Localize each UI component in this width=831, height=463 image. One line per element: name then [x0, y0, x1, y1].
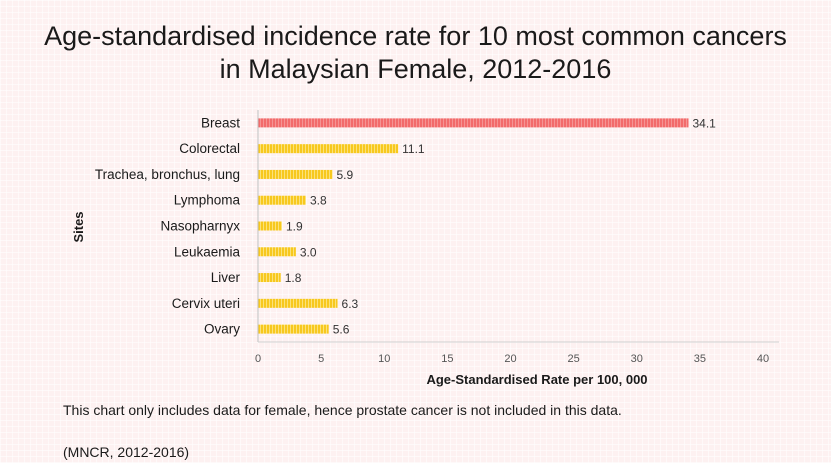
y-axis-title: Sites [71, 211, 86, 242]
x-axis-title: Age-Standardised Rate per 100, 000 [426, 372, 647, 387]
x-tick-label: 40 [757, 353, 769, 365]
category-labels: Breast Colorectal Trachea, bronchus, lung L… [95, 115, 241, 336]
bar-leukaemia [258, 247, 296, 257]
bar-liver [258, 273, 281, 283]
x-tick-label: 10 [378, 353, 390, 365]
x-tick-label: 30 [631, 353, 643, 365]
x-tick-label: 20 [504, 353, 516, 365]
chart-note: This chart only includes data for female… [63, 402, 622, 418]
data-label: 6.3 [342, 297, 359, 311]
chart-title: Age-standardised incidence rate for 10 m… [0, 20, 831, 86]
category-label: Liver [211, 270, 241, 285]
x-tick-label: 25 [568, 353, 580, 365]
value-labels: 34.1 11.1 5.9 3.8 1.9 3.0 1.8 6.3 5.6 [285, 116, 716, 336]
chart-title-line-1: Age-standardised incidence rate for 10 m… [44, 21, 787, 51]
category-label: Cervix uteri [172, 296, 240, 311]
x-axis-ticks: 0 5 10 15 20 25 30 35 40 [255, 353, 769, 365]
data-label: 3.0 [300, 245, 317, 259]
category-label: Nasopharnyx [160, 219, 240, 234]
chart-title-line-2: in Malaysian Female, 2012-2016 [219, 54, 612, 84]
data-label: 5.9 [336, 168, 353, 182]
category-label: Trachea, bronchus, lung [95, 167, 240, 182]
bar-trachea-bronchus-lung [258, 169, 333, 179]
bars-layer [258, 118, 689, 334]
category-label: Ovary [204, 322, 240, 337]
bar-cervix-uteri [258, 298, 338, 308]
bar-colorectal [258, 144, 399, 154]
bar-lymphoma [258, 195, 306, 205]
bar-nasopharnyx [258, 221, 282, 231]
data-label: 3.8 [310, 194, 327, 208]
category-label: Breast [201, 115, 240, 130]
category-label: Colorectal [179, 141, 240, 156]
x-tick-label: 0 [255, 353, 261, 365]
bar-breast [258, 118, 689, 128]
x-tick-label: 35 [694, 353, 706, 365]
category-label: Leukaemia [174, 244, 241, 259]
x-tick-label: 5 [318, 353, 324, 365]
category-label: Lymphoma [174, 193, 241, 208]
source-citation: (MNCR, 2012-2016) [63, 444, 190, 460]
bar-ovary [258, 324, 329, 334]
data-label: 1.9 [286, 220, 303, 234]
data-label: 11.1 [402, 142, 425, 156]
data-label: 5.6 [333, 323, 350, 337]
x-tick-label: 15 [441, 353, 453, 365]
data-label: 34.1 [693, 116, 717, 130]
data-label: 1.8 [285, 271, 302, 285]
